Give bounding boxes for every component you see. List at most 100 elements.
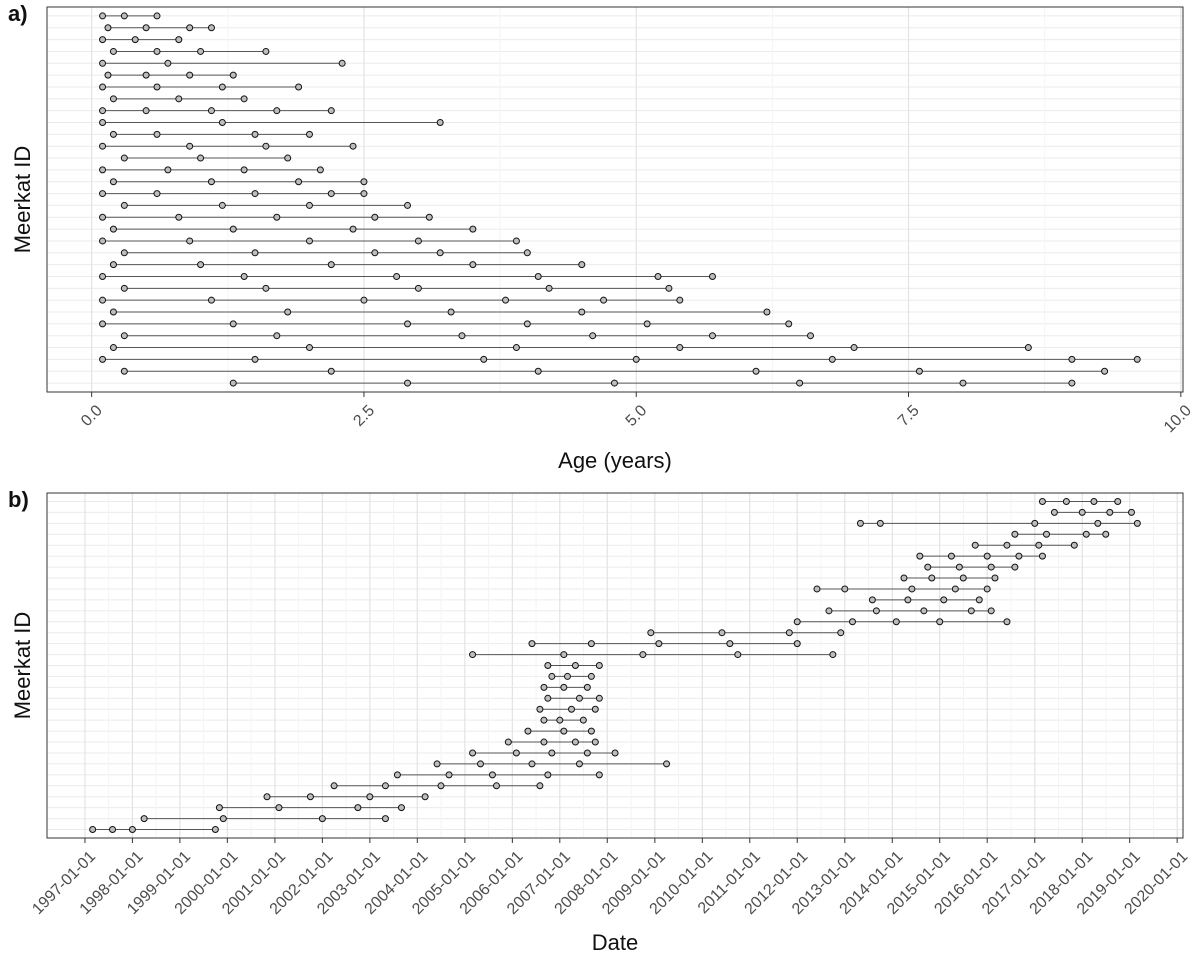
sample-point — [708, 272, 716, 280]
sample-point — [1114, 497, 1122, 505]
sample-point — [153, 130, 161, 138]
sample-point — [109, 344, 117, 352]
sample-point — [807, 332, 815, 340]
sample-point — [109, 308, 117, 316]
sample-point — [393, 272, 401, 280]
sample-point — [153, 190, 161, 198]
sample-point — [109, 826, 117, 834]
sample-point — [120, 367, 128, 375]
sample-point — [940, 596, 948, 604]
sample-point — [366, 793, 374, 801]
sample-point — [1003, 618, 1011, 626]
sample-point — [251, 249, 259, 257]
x-tick-label: 10.0 — [1161, 402, 1195, 436]
sample-point — [632, 355, 640, 363]
sample-point — [109, 178, 117, 186]
sample-point — [153, 47, 161, 55]
sample-point — [544, 694, 552, 702]
sample-point — [327, 107, 335, 115]
sample-point — [99, 12, 107, 20]
sample-point — [1102, 530, 1110, 538]
sample-point — [186, 71, 194, 79]
sample-point — [971, 541, 979, 549]
sample-point — [330, 782, 338, 790]
sample-point — [360, 190, 368, 198]
sample-point — [371, 213, 379, 221]
sample-point — [828, 355, 836, 363]
sample-point — [502, 296, 510, 304]
sample-point — [305, 344, 313, 352]
sample-point — [904, 596, 912, 604]
sample-point — [437, 782, 445, 790]
sample-point — [512, 749, 520, 757]
sample-point — [273, 332, 281, 340]
sample-point — [591, 705, 599, 713]
sample-point — [99, 166, 107, 174]
sample-point — [983, 585, 991, 593]
sample-point — [436, 119, 444, 127]
sample-point — [240, 166, 248, 174]
sample-point — [99, 142, 107, 150]
sample-point — [900, 574, 908, 582]
plot-background — [47, 7, 1183, 392]
sample-point — [512, 237, 520, 245]
sample-point — [560, 727, 568, 735]
sample-point — [318, 815, 326, 823]
sample-point — [305, 201, 313, 209]
sample-point — [1024, 344, 1032, 352]
sample-point — [99, 320, 107, 328]
sample-point — [469, 261, 477, 269]
sample-point — [1101, 367, 1109, 375]
sample-point — [856, 519, 864, 527]
sample-point — [647, 629, 655, 637]
sample-point — [164, 166, 172, 174]
sample-point — [354, 804, 362, 812]
sample-point — [523, 249, 531, 257]
plot-border — [46, 6, 1184, 393]
sample-point — [915, 367, 923, 375]
sample-point — [876, 519, 884, 527]
sample-point — [752, 367, 760, 375]
sample-point — [218, 83, 226, 91]
sample-point — [316, 166, 324, 174]
sample-point — [425, 213, 433, 221]
sample-point — [1062, 497, 1070, 505]
sample-point — [120, 332, 128, 340]
sample-point — [197, 261, 205, 269]
sample-point — [611, 749, 619, 757]
sample-point — [991, 574, 999, 582]
sample-point — [305, 130, 313, 138]
sample-point — [534, 367, 542, 375]
sample-point — [476, 760, 484, 768]
sample-point — [571, 738, 579, 746]
sample-point — [99, 119, 107, 127]
sample-point — [785, 629, 793, 637]
sample-point — [959, 379, 967, 387]
sample-point — [140, 815, 148, 823]
sample-point — [186, 24, 194, 32]
sample-point — [99, 59, 107, 67]
sample-point — [663, 760, 671, 768]
sample-point — [1011, 563, 1019, 571]
sample-point — [1003, 541, 1011, 549]
sample-point — [916, 552, 924, 560]
sample-point — [397, 804, 405, 812]
sample-point — [1068, 379, 1076, 387]
sample-point — [447, 308, 455, 316]
sample-point — [404, 201, 412, 209]
sample-point — [571, 662, 579, 669]
sample-point — [218, 201, 226, 209]
sample-point — [488, 771, 496, 779]
sample-point — [229, 71, 237, 79]
sample-point — [534, 272, 542, 280]
sample-point — [908, 585, 916, 593]
sample-point — [262, 47, 270, 55]
sample-point — [207, 178, 215, 186]
sample-point — [578, 261, 586, 269]
sample-point — [175, 213, 183, 221]
sample-point — [263, 793, 271, 801]
sample-point — [218, 119, 226, 127]
sample-point — [142, 24, 150, 32]
sample-point — [560, 651, 568, 659]
